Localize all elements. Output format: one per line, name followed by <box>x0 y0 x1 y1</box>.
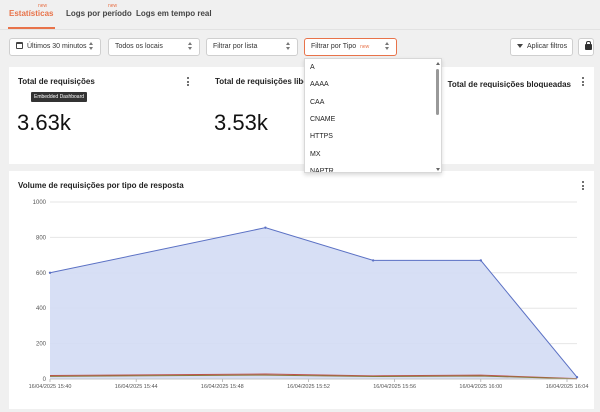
type-select[interactable]: Filtrar por Tipo new <box>304 38 397 56</box>
type-dropdown: A AAAA CAA CNAME HTTPS MX NAPTR <box>304 58 442 173</box>
dropdown-option[interactable]: CNAME <box>310 115 336 123</box>
y-tick-label: 800 <box>36 235 47 241</box>
total-requests-title: Total de requisições <box>18 77 95 86</box>
apply-filters-button[interactable]: Aplicar filtros <box>510 38 573 56</box>
dropdown-option[interactable]: MX <box>310 150 321 158</box>
x-tick-label: 16/04/2025 15:56 <box>373 384 416 390</box>
locations-select[interactable]: Todos os locais <box>108 38 200 56</box>
data-point[interactable] <box>371 259 375 262</box>
y-tick-label: 600 <box>36 271 47 277</box>
calendar-icon <box>16 42 23 49</box>
tab-logs-tempo-real[interactable]: Logs em tempo real <box>136 9 212 18</box>
list-select[interactable]: Filtrar por lista <box>206 38 298 56</box>
x-tick-label: 16/04/2025 16:04 <box>546 384 589 390</box>
data-point[interactable] <box>48 271 52 274</box>
kpi-card-row <box>9 67 594 164</box>
total-requests-value: 3.63k <box>17 110 71 135</box>
dropdown-option[interactable]: HTTPS <box>310 133 333 141</box>
x-tick-label: 16/04/2025 15:44 <box>115 384 158 390</box>
x-tick-label: 16/04/2025 15:48 <box>201 384 244 390</box>
kebab-menu-icon[interactable] <box>187 77 190 88</box>
scroll-down-icon[interactable] <box>436 168 440 171</box>
allowed-requests-title: Total de requisições liberadas <box>215 77 330 86</box>
chevron-updown-icon <box>89 42 95 52</box>
lock-button[interactable] <box>578 38 594 56</box>
x-tick-label: 16/04/2025 16:00 <box>459 384 502 390</box>
blocked-requests-title-clip: Total de requisições bloqueadas <box>421 74 571 88</box>
tab-logs-por-periodo[interactable]: Logs por período <box>66 9 132 18</box>
blocked-requests-title: Total de requisições bloqueadas <box>447 80 571 88</box>
filter-bar: Últimos 30 minutos Todos os locais Filtr… <box>0 38 600 58</box>
chevron-updown-icon <box>286 42 292 52</box>
scroll-up-icon[interactable] <box>436 62 440 65</box>
dropdown-option[interactable]: CAA <box>310 98 325 106</box>
data-point[interactable] <box>479 259 483 262</box>
chevron-updown-icon <box>385 42 391 52</box>
allowed-requests-value: 3.53k <box>214 110 268 135</box>
y-tick-label: 1000 <box>33 200 47 206</box>
type-new-badge: new <box>360 44 370 50</box>
chevron-updown-icon <box>188 42 194 52</box>
list-value: Filtrar por lista <box>213 43 258 50</box>
active-tab-indicator <box>8 27 55 29</box>
dropdown-scrollbar[interactable] <box>436 62 440 171</box>
scroll-thumb[interactable] <box>436 69 439 115</box>
data-point[interactable] <box>575 376 579 379</box>
embedded-dashboard-tooltip: Embedded Dashboard <box>31 92 88 102</box>
tab-estatisticas-badge: new <box>38 3 48 9</box>
x-tick-label: 16/04/2025 15:52 <box>287 384 330 390</box>
series-line <box>49 373 578 380</box>
filter-icon <box>517 44 523 48</box>
time-range-select[interactable]: Últimos 30 minutos <box>9 38 101 56</box>
tab-logs-por-periodo-badge: new <box>108 3 118 9</box>
y-tick-label: 400 <box>36 306 47 312</box>
data-point[interactable] <box>264 226 267 229</box>
tab-estatisticas[interactable]: Estatísticas <box>9 9 54 18</box>
y-tick-label: 200 <box>36 342 47 348</box>
chart-title: Volume de requisições por tipo de respos… <box>18 181 184 190</box>
apply-filters-label: Aplicar filtros <box>527 43 568 50</box>
series-line <box>49 374 578 380</box>
dropdown-option[interactable]: AAAA <box>310 81 329 89</box>
kebab-menu-icon[interactable] <box>582 77 585 88</box>
type-value: Filtrar por Tipo <box>311 43 357 50</box>
x-tick-label: 16/04/2025 15:40 <box>29 384 72 390</box>
dropdown-option[interactable]: NAPTR <box>310 167 334 173</box>
tab-bar: Estatísticas new Logs por período new Lo… <box>0 0 600 30</box>
dropdown-option[interactable]: A <box>310 64 315 71</box>
locations-value: Todos os locais <box>115 43 163 50</box>
lock-icon <box>585 41 592 50</box>
series-area-fill <box>50 227 577 379</box>
y-tick-label: 0 <box>43 377 47 383</box>
kebab-menu-icon[interactable] <box>582 181 585 192</box>
time-range-value: Últimos 30 minutos <box>27 43 87 50</box>
